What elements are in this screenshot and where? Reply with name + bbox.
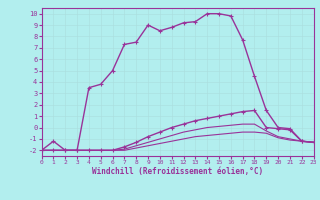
X-axis label: Windchill (Refroidissement éolien,°C): Windchill (Refroidissement éolien,°C): [92, 167, 263, 176]
